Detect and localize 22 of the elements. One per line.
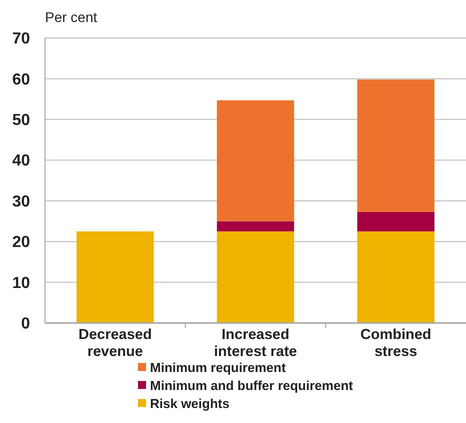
x-tick-label: Combined stress [360,327,432,360]
bar [357,212,434,232]
legend-label: Minimum requirement [150,360,286,375]
bar [216,221,294,232]
legend-label: Minimum and buffer requirement [150,378,354,393]
y-tick-label: 10 [12,274,30,292]
y-tick-label: 20 [12,234,30,252]
y-axis-title: Per cent [45,9,98,25]
y-tick-label: 50 [12,112,30,130]
y-tick-label: 60 [12,71,30,88]
y-tick-label: 40 [12,152,30,170]
bar [216,100,294,222]
bar [216,231,294,323]
y-tick-label: 0 [21,316,30,333]
y-tick-label: 70 [12,30,30,48]
bar [357,80,434,212]
bar [357,231,434,323]
legend-label: Risk weights [150,396,230,411]
bar [76,231,154,323]
y-tick-label: 30 [12,193,30,210]
x-tick-label: Increased interest rate [214,327,298,360]
x-tick-label: Decreased revenue [78,327,152,360]
